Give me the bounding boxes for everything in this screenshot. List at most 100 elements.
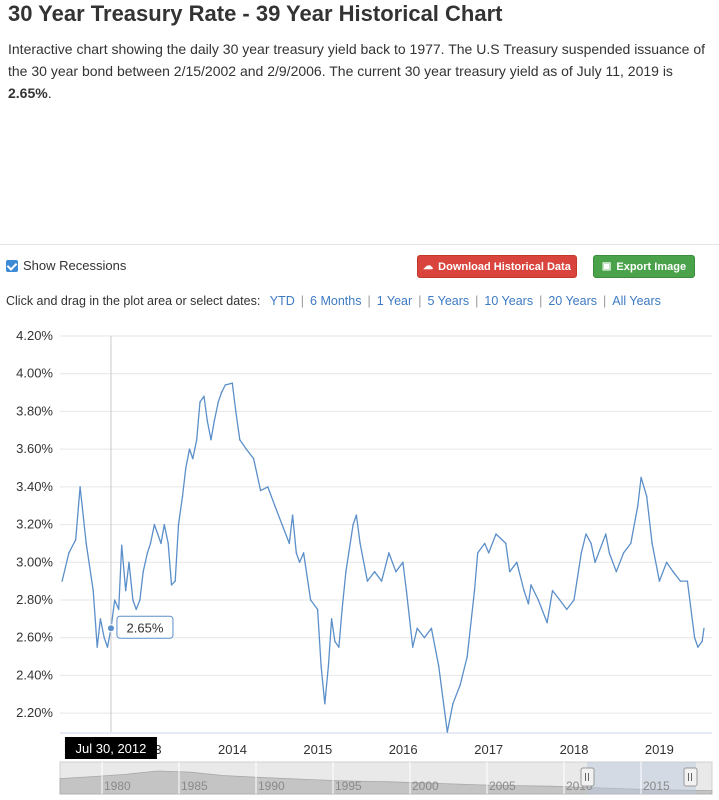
range-20-years[interactable]: 20 Years — [548, 294, 597, 308]
treasury-yield-chart[interactable]: 4.20% 4.00% 3.80% 3.60% 3.40% 3.20% 3.00% 2.80%… — [0, 320, 719, 800]
data-point — [359, 542, 361, 545]
y-tick-label: 3.60% — [16, 441, 53, 456]
checkbox-checked-icon[interactable] — [6, 259, 18, 272]
y-tick-label: 4.00% — [16, 366, 53, 381]
data-point — [446, 731, 449, 733]
data-point — [295, 552, 298, 554]
data-point — [483, 542, 486, 545]
data-point — [153, 523, 156, 526]
data-point — [527, 602, 530, 605]
x-axis: 2013201420152016201720182019 — [60, 732, 712, 757]
data-point — [149, 542, 152, 545]
x-tick-label: 2014 — [218, 742, 247, 757]
data-point — [238, 438, 241, 441]
navigator-year-label: 1985 — [181, 779, 208, 793]
crosshair-overlay: 2.65% Jul 30, 2012 — [64, 336, 174, 759]
plot-area[interactable] — [61, 382, 705, 733]
data-point — [139, 599, 141, 601]
current-yield-value: 2.65% — [8, 85, 48, 101]
data-point — [423, 636, 426, 639]
data-point — [437, 665, 440, 667]
separator: | — [539, 294, 543, 308]
data-point — [355, 514, 358, 516]
data-point — [388, 552, 390, 554]
data-point — [135, 608, 138, 611]
data-point — [252, 457, 255, 460]
range-ytd[interactable]: YTD — [269, 294, 295, 308]
data-point — [605, 533, 607, 535]
data-point — [220, 391, 223, 394]
data-point — [395, 570, 397, 573]
x-tick-label: 2019 — [645, 742, 674, 757]
crosshair-date-label: Jul 30, 2012 — [76, 741, 147, 756]
show-recessions-toggle[interactable]: Show Recessions — [6, 258, 126, 273]
separator: | — [300, 294, 305, 308]
data-point — [267, 486, 269, 488]
data-point — [615, 570, 618, 573]
data-point — [590, 542, 592, 545]
range-5-years[interactable]: 5 Years — [427, 294, 470, 308]
data-point — [288, 542, 291, 545]
data-point — [160, 542, 162, 545]
page-description: Interactive chart showing the daily 30 y… — [8, 38, 718, 104]
range-1-year[interactable]: 1 Year — [376, 294, 413, 308]
data-point — [142, 570, 145, 573]
data-point — [686, 580, 689, 582]
data-point — [199, 401, 201, 403]
x-tick-label: 2018 — [560, 742, 589, 757]
download-icon: ☁ — [423, 261, 434, 272]
description-end: . — [47, 85, 52, 101]
separator: | — [418, 294, 422, 308]
data-point — [156, 533, 159, 535]
data-point — [345, 570, 347, 573]
data-point — [373, 570, 376, 573]
data-point — [146, 552, 149, 554]
export-image-button[interactable]: ▣ Export Image — [593, 255, 695, 278]
range-navigator[interactable]: 1980 1985 1990 1995 2000 2005 2010 2015 — [59, 761, 713, 795]
y-tick-label: 4.20% — [16, 328, 53, 343]
range-all-years[interactable]: All Years — [612, 294, 661, 308]
y-tick-label: 3.20% — [16, 517, 53, 532]
data-point — [341, 608, 343, 611]
range-10-years[interactable]: 10 Years — [484, 294, 534, 308]
data-point — [163, 523, 166, 526]
data-point — [324, 702, 326, 705]
data-point — [96, 646, 98, 648]
data-point — [402, 561, 404, 564]
data-point — [213, 420, 216, 422]
data-point — [85, 542, 87, 545]
data-point — [508, 570, 511, 573]
range-6-months[interactable]: 6 Months — [310, 294, 362, 308]
data-point — [430, 627, 433, 630]
data-point — [645, 495, 648, 498]
navigator-handle — [683, 767, 698, 787]
download-historical-data-button[interactable]: ☁ Download Historical Data — [417, 255, 577, 278]
separator: | — [475, 294, 479, 308]
data-point — [651, 542, 653, 545]
tooltip-value: 2.65% — [127, 620, 164, 635]
data-point — [92, 589, 94, 592]
data-point — [551, 589, 554, 592]
data-point — [245, 448, 248, 450]
y-tick-label: 2.20% — [16, 705, 53, 720]
data-point — [558, 599, 561, 601]
crosshair-date-box — [64, 737, 157, 759]
data-point — [330, 618, 333, 620]
navigator-handle — [580, 767, 595, 787]
data-point — [693, 636, 696, 639]
data-point — [380, 580, 383, 582]
y-tick-label: 3.00% — [16, 554, 53, 569]
data-point — [181, 495, 184, 498]
x-tick-label: 2016 — [389, 742, 418, 757]
data-point — [476, 552, 479, 554]
download-label: Download Historical Data — [438, 260, 571, 273]
navigator-year-label: 1980 — [104, 779, 131, 793]
navigator-year-label: 2015 — [643, 779, 670, 793]
data-point — [334, 640, 336, 643]
data-point — [99, 618, 102, 620]
navigator-year-label: 1990 — [258, 779, 285, 793]
grid-lines — [60, 335, 712, 714]
data-point — [640, 476, 642, 479]
data-point — [466, 655, 469, 658]
data-point — [291, 514, 294, 516]
